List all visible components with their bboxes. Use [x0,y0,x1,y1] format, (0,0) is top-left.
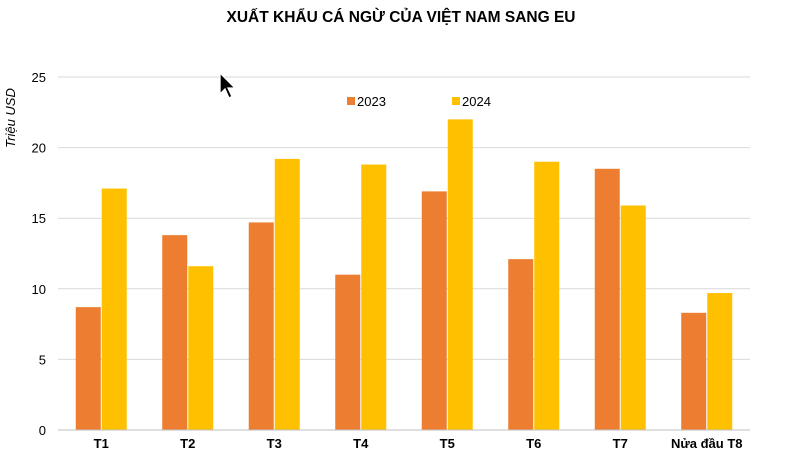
bar-2023-t6 [508,259,534,430]
bar-2024-t5 [447,119,473,431]
x-tick-label: T6 [526,436,541,451]
x-tick-label: Nửa đầu T8 [671,436,743,451]
legend-swatch-2023 [347,97,355,105]
bar-2024-t2 [188,266,214,430]
legend-label-2024: 2024 [462,94,491,109]
x-tick-label: T3 [267,436,282,451]
chart-title: XUẤT KHẨU CÁ NGỪ CỦA VIỆT NAM SANG EU [227,8,576,26]
bar-2023-t2 [162,235,188,430]
mouse-pointer-icon [219,72,237,99]
bar-2023-t4 [335,274,361,430]
y-tick-label: 10 [32,282,46,297]
legend-label-2023: 2023 [357,94,386,109]
bar-2024-t3 [274,158,300,430]
legend-swatch-2024 [452,97,460,105]
bar-2023-t3 [248,222,274,430]
bar-2024-t7 [620,205,646,430]
bar-2023-t5 [421,191,447,430]
bar-2024-t1 [101,188,127,430]
y-tick-label: 15 [32,211,46,226]
bar-2023-nửa-đầu-t8 [681,312,707,430]
y-axis-label: Triệu USD [3,88,18,148]
y-tick-label: 25 [32,70,46,85]
x-tick-label: T5 [440,436,455,451]
x-tick-label: T4 [353,436,369,451]
bar-2023-t1 [75,307,101,430]
bar-2024-nửa-đầu-t8 [707,293,733,430]
x-tick-label: T7 [613,436,628,451]
x-tick-label: T2 [180,436,195,451]
y-tick-label: 0 [39,423,46,438]
y-tick-label: 5 [39,352,46,367]
x-tick-label: T1 [94,436,109,451]
bar-2023-t7 [594,168,620,430]
y-tick-label: 20 [32,141,46,156]
bar-2024-t6 [534,161,560,430]
bar-2024-t4 [361,164,387,430]
